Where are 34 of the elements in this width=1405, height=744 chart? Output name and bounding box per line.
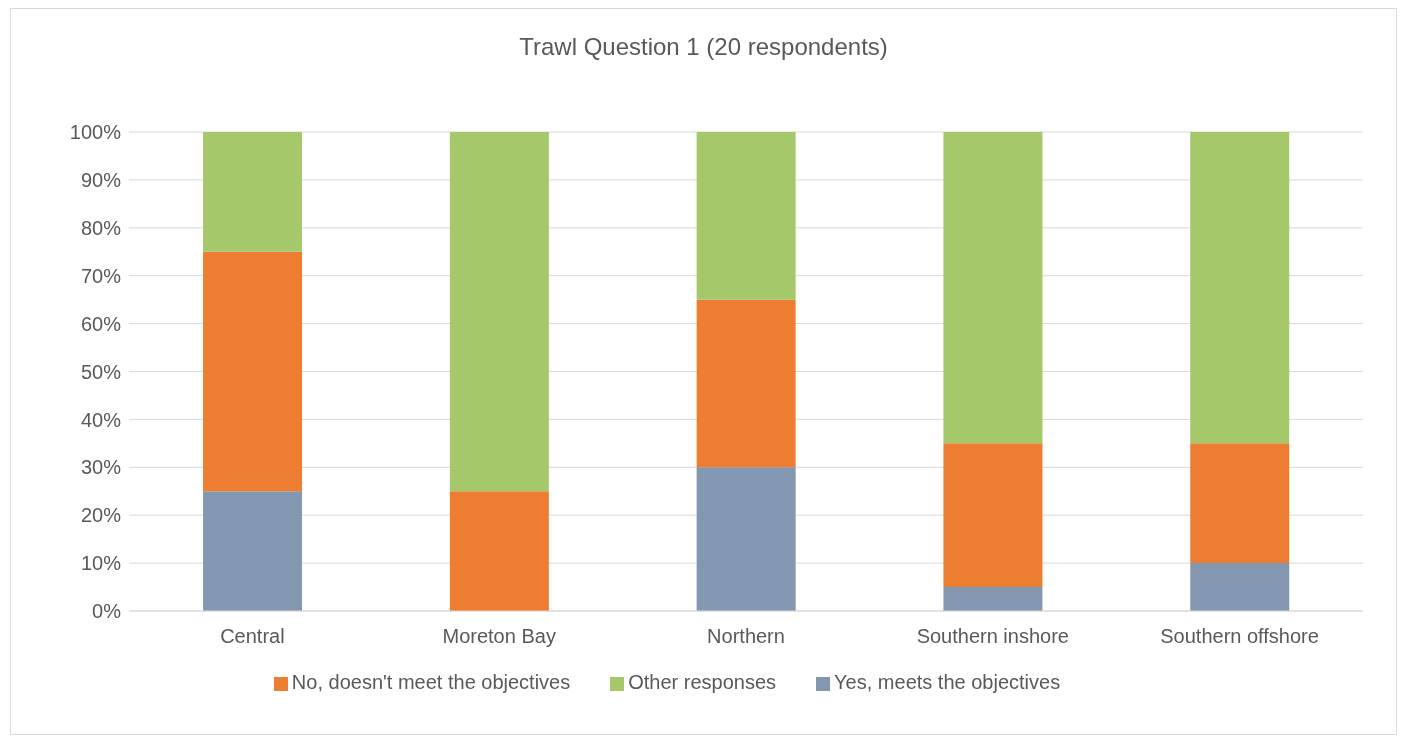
bar	[1190, 563, 1290, 611]
legend-label: Yes, meets the objectives	[834, 671, 1061, 693]
x-tick-label: Southern offshore	[1160, 625, 1319, 648]
y-tick-label: 30%	[80, 456, 122, 479]
bar	[449, 491, 549, 611]
bar	[696, 299, 796, 468]
bar	[943, 587, 1043, 611]
bar	[943, 132, 1043, 444]
y-tick-label: 20%	[80, 504, 122, 527]
bar	[943, 443, 1043, 588]
y-tick-label: 100%	[69, 121, 122, 144]
chart-title: Trawl Question 1 (20 respondents)	[518, 33, 889, 61]
legend-label: Other responses	[628, 671, 777, 693]
x-tick-label: Moreton Bay	[442, 625, 556, 648]
y-tick-label: 40%	[80, 408, 122, 431]
legend-label: No, doesn't meet the objectives	[291, 671, 571, 693]
y-tick-label: 90%	[80, 169, 122, 191]
y-tick-label: 10%	[80, 552, 122, 575]
bar	[203, 251, 303, 492]
bar	[696, 467, 796, 611]
bar	[203, 132, 303, 252]
y-tick-label: 50%	[80, 360, 122, 383]
bar	[696, 132, 796, 300]
x-tick-label: Northern	[707, 625, 785, 648]
x-tick-label: Southern inshore	[916, 625, 1069, 648]
y-tick-label: 70%	[80, 264, 122, 287]
y-tick-label: 60%	[80, 312, 122, 335]
bar	[449, 132, 549, 492]
bar	[1190, 443, 1290, 564]
y-tick-label: 80%	[80, 216, 122, 239]
bar	[203, 491, 303, 611]
bar	[1190, 132, 1290, 444]
y-tick-label: 0%	[92, 600, 122, 623]
x-tick-label: Central	[220, 625, 285, 648]
